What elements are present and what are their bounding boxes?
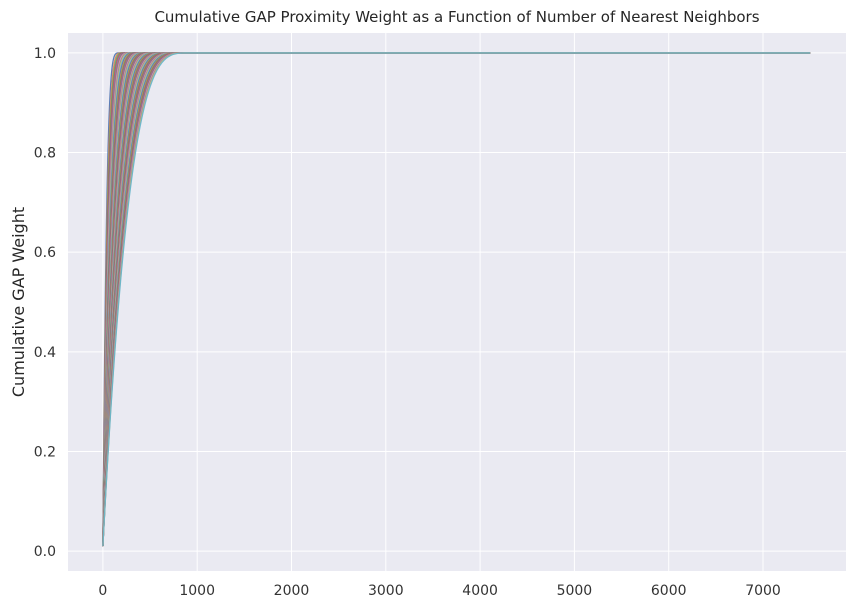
x-tick-label: 2000: [274, 583, 310, 599]
plot-background: [68, 33, 846, 571]
x-tick-label: 7000: [745, 583, 781, 599]
x-tick-label: 6000: [651, 583, 687, 599]
y-tick-labels: 0.0 0.2 0.4 0.6 0.8 1.0: [34, 46, 56, 560]
series-group: [102, 52, 811, 547]
x-tick-label: 3000: [368, 583, 404, 599]
y-tick-label: 0.4: [34, 345, 56, 361]
y-axis-label: Cumulative GAP Weight: [9, 207, 28, 397]
y-tick-label: 0.8: [34, 146, 56, 162]
x-tick-labels: 0 1000 2000 3000 4000 5000 6000 7000: [98, 583, 780, 599]
series-line: [102, 52, 811, 547]
x-tick-label: 5000: [557, 583, 593, 599]
chart-title: Cumulative GAP Proximity Weight as a Fun…: [154, 8, 759, 26]
y-tick-label: 0.0: [34, 544, 56, 560]
x-tick-label: 1000: [179, 583, 215, 599]
y-tick-label: 1.0: [34, 46, 56, 62]
y-tick-label: 0.6: [34, 245, 56, 261]
y-tick-label: 0.2: [34, 444, 56, 460]
x-tick-label: 0: [98, 583, 107, 599]
x-tick-label: 4000: [462, 583, 498, 599]
